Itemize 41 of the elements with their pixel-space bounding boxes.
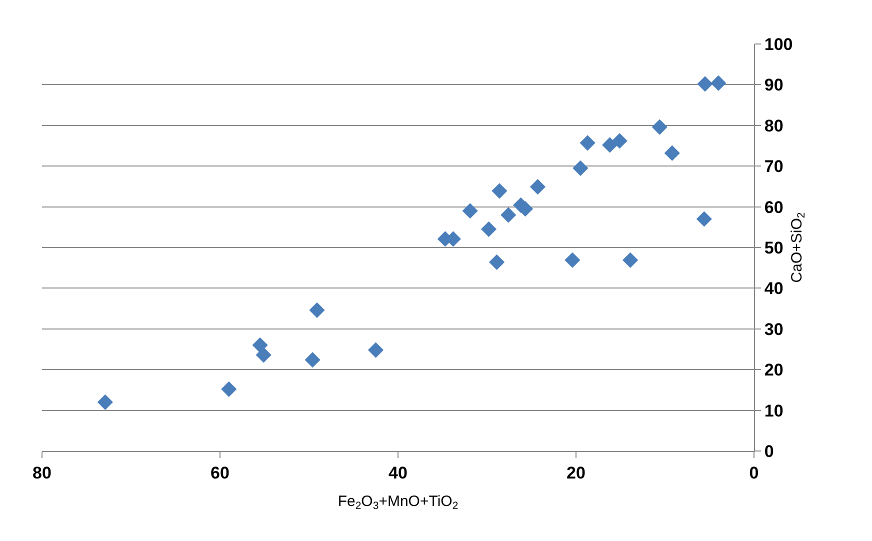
point xyxy=(462,203,478,219)
point xyxy=(652,119,668,135)
y-tick-label: 60 xyxy=(764,198,784,217)
point xyxy=(492,183,508,199)
x-tick-label: 40 xyxy=(388,463,408,482)
point xyxy=(664,145,680,161)
x-axis-title: Fe$_{2}$O$_{3}$+MnO+TiO$_{2}$ xyxy=(338,493,458,512)
point xyxy=(304,352,320,368)
point xyxy=(256,347,272,363)
point xyxy=(500,207,516,223)
point xyxy=(710,75,726,91)
point xyxy=(622,252,638,268)
point xyxy=(572,160,588,176)
point xyxy=(580,135,596,151)
point xyxy=(221,381,237,397)
y-tick-label: 100 xyxy=(764,34,793,54)
y-tick-label: 20 xyxy=(764,360,784,380)
y-tick-label: 70 xyxy=(764,157,784,176)
point xyxy=(696,211,712,227)
point xyxy=(309,302,325,318)
point xyxy=(368,342,384,358)
point xyxy=(97,394,113,410)
point xyxy=(602,137,618,153)
x-tick-label: 20 xyxy=(566,463,586,482)
y-tick-label: 90 xyxy=(764,76,784,95)
point xyxy=(480,221,497,237)
x-tick-label: 60 xyxy=(210,463,230,482)
point xyxy=(564,252,580,268)
point xyxy=(488,254,505,270)
y-tick-label: 80 xyxy=(764,116,784,136)
point xyxy=(530,179,546,195)
y-tick-label: 10 xyxy=(764,401,784,420)
point xyxy=(612,133,628,149)
x-tick-label: 80 xyxy=(32,463,52,482)
y-tick-label: 40 xyxy=(764,279,784,298)
y-tick-label: 0 xyxy=(764,442,774,461)
point xyxy=(697,76,713,92)
y-tick-label: 50 xyxy=(764,238,784,258)
point xyxy=(252,337,268,353)
y-tick-label: 30 xyxy=(764,320,784,339)
x-tick-label: 0 xyxy=(749,463,759,482)
